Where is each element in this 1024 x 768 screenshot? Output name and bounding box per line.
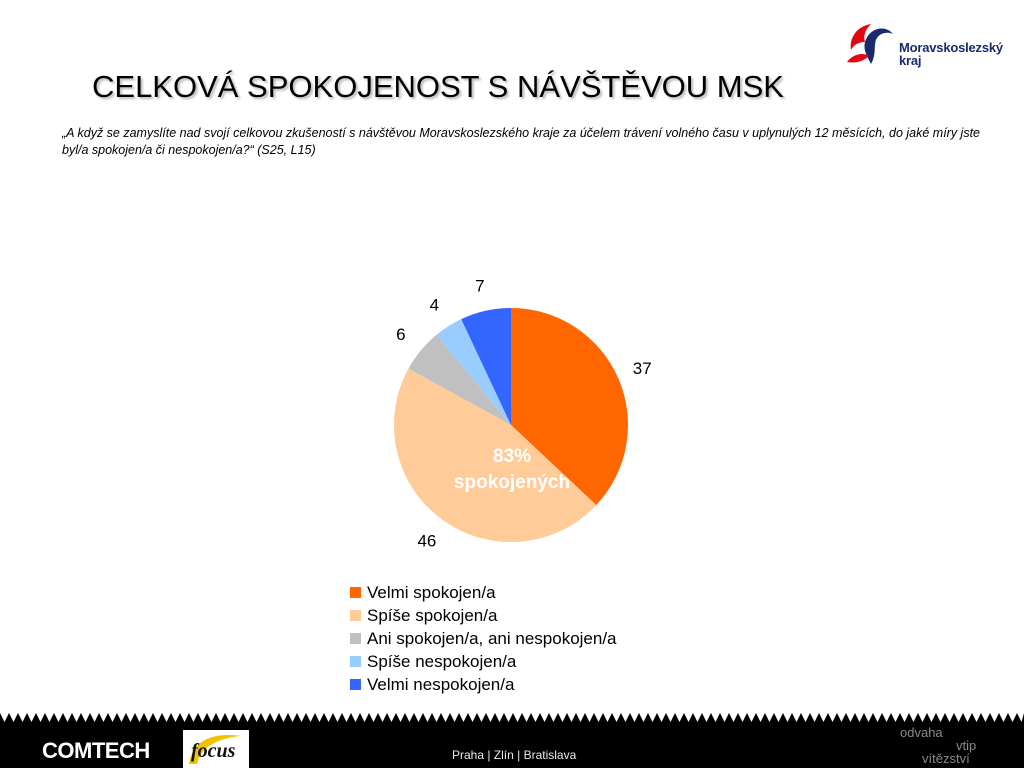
footer-zigzag-edge	[0, 713, 1024, 722]
logo-wordmark: Moravskoslezský kraj	[899, 41, 1003, 67]
legend-swatch	[350, 679, 361, 690]
legend-item-spise-spokojen-a: Spíše spokojen/a	[350, 604, 617, 627]
legend-label: Ani spokojen/a, ani nespokojen/a	[367, 628, 617, 648]
legend-swatch	[350, 610, 361, 621]
chart-legend: Velmi spokojen/a Spíše spokojen/a Ani spok…	[350, 581, 617, 696]
legend-item-velmi-spokojen-a: Velmi spokojen/a	[350, 581, 617, 604]
pie-slice-ani-spokojen-a-ani-nespokojen-a	[408, 334, 511, 425]
pie-data-label-ani-spokojen-a-ani-nespokojen-a: 6	[396, 325, 405, 344]
satisfied-share-caption: spokojených	[453, 472, 571, 493]
legend-swatch	[350, 633, 361, 644]
legend-item-velmi-nespokojen-a: Velmi nespokojen/a	[350, 673, 617, 696]
pie-data-label-velmi-spokojen-a: 37	[633, 359, 652, 378]
legend-swatch	[350, 656, 361, 667]
legend-label: Velmi nespokojen/a	[367, 674, 515, 694]
pie-slice-spise-nespokojen-a	[436, 319, 511, 425]
footer-slogan: odvaha vtip vítězství	[900, 726, 976, 765]
slogan-word-1: odvaha	[900, 725, 943, 740]
pie-slice-velmi-nespokojen-a	[461, 308, 511, 425]
satisfied-share-annotation: 83% spokojených	[412, 444, 612, 496]
moravskoslezsky-kraj-logo: Moravskoslezský kraj	[843, 20, 1023, 72]
pie-slice-spise-spokojen-a	[393, 368, 597, 543]
slogan-word-2: vtip	[956, 738, 977, 753]
slide-title: CELKOVÁ SPOKOJENOST S NÁVŠTĚVOU MSK	[92, 69, 784, 104]
focus-wordmark: focus	[191, 740, 236, 762]
logo-line-1: Moravskoslezský	[899, 40, 1003, 55]
pie-slice-velmi-spokojen-a	[511, 308, 628, 506]
comtech-logo: COMTECH	[42, 738, 150, 763]
legend-label: Velmi spokojen/a	[367, 582, 496, 602]
focus-logo: focus	[183, 730, 249, 768]
legend-label: Spíše spokojen/a	[367, 605, 498, 625]
satisfied-share-value: 83%	[492, 446, 532, 467]
footer-bar: COMTECH focus Praha | Zlín | Bratislava …	[0, 713, 1024, 768]
pie-data-label-spise-spokojen-a: 46	[417, 532, 436, 551]
pie-data-label-velmi-nespokojen-a: 7	[475, 276, 484, 295]
survey-question: „A když se zamyslíte nad svojí celkovou …	[62, 126, 981, 157]
legend-item-ani-spokojen-a-ani-nespokojen-a: Ani spokojen/a, ani nespokojen/a	[350, 627, 617, 650]
footer-cities: Praha | Zlín | Bratislava	[452, 748, 577, 762]
logo-line-2: kraj	[899, 53, 922, 68]
focus-swoosh-icon	[189, 735, 241, 764]
pie-data-label-spise-nespokojen-a: 4	[430, 295, 439, 314]
legend-swatch	[350, 587, 361, 598]
legend-label: Spíše nespokojen/a	[367, 651, 517, 671]
kraj-emblem-icon	[847, 24, 893, 64]
slogan-word-3: vítězství	[922, 751, 970, 766]
legend-item-spise-nespokojen-a: Spíše nespokojen/a	[350, 650, 617, 673]
